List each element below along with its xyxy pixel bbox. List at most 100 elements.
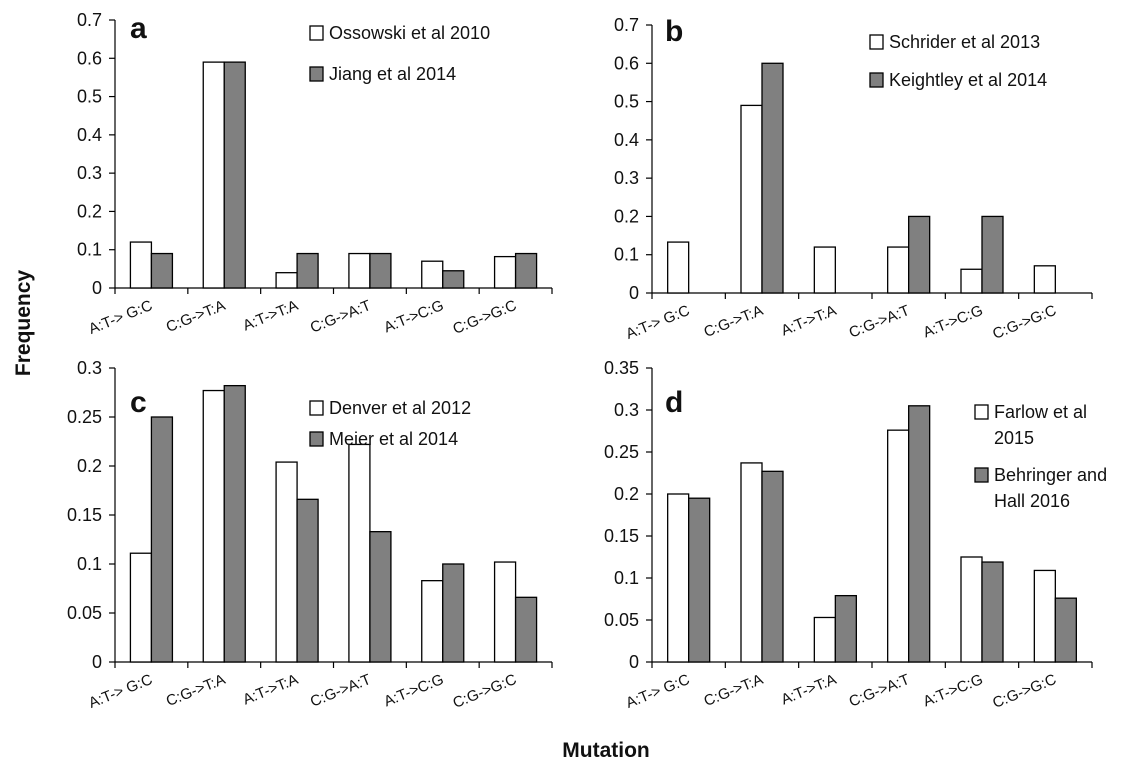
y-tick-label: 0.2	[77, 456, 102, 476]
legend-swatch	[309, 66, 324, 82]
panel-letter: c	[130, 386, 147, 419]
y-tick-label: 0.15	[67, 505, 102, 525]
legend-label: Keightley et al 2014	[889, 70, 1047, 90]
y-tick-label: 0.1	[77, 240, 102, 260]
y-tick-label: 0.5	[77, 87, 102, 107]
bar-d-series1-6	[1033, 569, 1056, 663]
x-tick-label: C:G->T:A	[164, 671, 228, 710]
bar-b-series1-5	[960, 268, 983, 294]
y-tick-label: 0	[629, 283, 639, 303]
bar-a-series1-6	[493, 255, 517, 289]
bar-b-series1-1	[667, 241, 690, 294]
bar-b-series1-2	[740, 104, 763, 294]
bar-c-series2-5	[442, 563, 465, 663]
bar-a-series2-2	[223, 61, 246, 289]
legend-label: Jiang et al 2014	[329, 64, 456, 84]
legend-label: Denver et al 2012	[329, 398, 471, 418]
legend-swatch	[869, 34, 884, 50]
y-tick-label: 0.6	[614, 53, 639, 73]
x-tick-label: A:T->T:A	[779, 671, 839, 708]
bar-b-series1-3	[813, 246, 836, 294]
bar-c-series1-4	[348, 443, 371, 663]
y-tick-label: 0.2	[77, 201, 102, 221]
bar-a-series1-3	[275, 272, 298, 289]
bar-d-series1-5	[960, 556, 983, 663]
y-tick-label: 0.05	[604, 610, 639, 630]
panel-letter: a	[130, 12, 147, 45]
x-tick-label: A:T-> G:C	[86, 671, 155, 712]
y-tick-label: 0.25	[604, 442, 639, 462]
y-axis-title: Frequency	[12, 270, 35, 377]
x-tick-label: A:T-> G:C	[86, 297, 155, 338]
bar-b-series2-4	[908, 215, 931, 294]
bar-d-series2-5	[981, 561, 1004, 663]
bar-b-series1-6	[1033, 265, 1056, 294]
y-tick-label: 0.15	[604, 526, 639, 546]
bar-a-series1-5	[421, 260, 444, 289]
y-tick-label: 0.25	[67, 407, 102, 427]
legend-label: Farlow et al 2015	[994, 402, 1087, 448]
bar-a-series1-4	[348, 252, 371, 289]
x-tick-label: C:G->G:C	[990, 302, 1059, 343]
panel-letter: b	[665, 15, 683, 48]
bar-c-series1-2	[202, 389, 225, 663]
y-tick-label: 0	[629, 652, 639, 672]
y-tick-label: 0.1	[77, 554, 102, 574]
x-tick-label: C:G->A:T	[847, 302, 912, 342]
bar-b-series1-4	[887, 246, 910, 294]
bar-a-series2-3	[296, 252, 319, 289]
chart-panel-a: a 0 0.1 0.2 0.3 0.4 0.5 0.6 0.7 A:T-> G:C C:G->T:A…	[77, 10, 553, 338]
bar-c-series1-5	[421, 580, 444, 663]
y-tick-label: 0.4	[77, 125, 102, 145]
bar-c-series1-1	[129, 552, 153, 663]
x-tick-label: C:G->T:A	[702, 302, 766, 341]
bar-d-series1-2	[740, 462, 763, 663]
bar-c-series2-1	[150, 416, 174, 663]
y-tick-label: 0.3	[614, 400, 639, 420]
x-tick-label: C:G->A:T	[308, 671, 373, 711]
legend-swatch	[974, 467, 989, 483]
legend-swatch	[309, 400, 324, 416]
y-tick-label: 0.3	[614, 168, 639, 188]
legend-label: Schrider et al 2013	[889, 32, 1040, 52]
y-tick-label: 0.05	[67, 603, 102, 623]
y-tick-label: 0.2	[614, 484, 639, 504]
y-tick-label: 0.1	[614, 245, 639, 265]
legend-swatch	[309, 25, 324, 41]
bar-a-series2-6	[514, 252, 538, 289]
x-tick-label: A:T-> G:C	[624, 671, 693, 712]
x-tick-label: A:T->T:A	[779, 302, 839, 339]
legend-label: Meier et al 2014	[329, 429, 458, 449]
x-tick-label: C:G->A:T	[308, 297, 373, 337]
bar-d-series1-1	[667, 493, 690, 663]
x-axis-title: Mutation	[562, 739, 649, 762]
x-tick-label: A:T->C:G	[921, 671, 986, 710]
y-tick-label: 0.1	[614, 568, 639, 588]
x-tick-label: A:T->C:G	[382, 671, 447, 710]
x-tick-label: A:T-> G:C	[624, 302, 693, 343]
chart-panel-c: c 0 0.05 0.1 0.15 0.2 0.25 0.3 A:T-> G:C C:G->T:A…	[67, 358, 553, 712]
bar-c-series2-6	[514, 596, 538, 663]
y-tick-label: 0.7	[77, 10, 102, 30]
bar-d-series2-4	[908, 405, 931, 663]
x-tick-label: A:T->T:A	[240, 671, 300, 708]
bar-d-series2-3	[834, 594, 857, 663]
bar-a-series2-5	[442, 270, 465, 289]
x-tick-label: C:G->G:C	[451, 671, 520, 712]
x-tick-label: A:T->C:G	[921, 302, 986, 341]
chart-panel-d: d00.050.10.150.20.250.30.35A:T-> G:C C:G-…	[604, 358, 1107, 712]
bar-c-series2-3	[296, 498, 319, 663]
bar-a-series1-2	[202, 61, 225, 289]
x-tick-label: C:G->G:C	[451, 297, 520, 338]
x-tick-label: C:G->T:A	[164, 297, 228, 336]
legend-swatch	[309, 431, 324, 447]
bar-d-series2-2	[761, 470, 784, 663]
y-tick-label: 0	[92, 278, 102, 298]
y-tick-label: 0.2	[614, 206, 639, 226]
y-tick-label: 0.3	[77, 163, 102, 183]
bar-d-series2-6	[1054, 597, 1077, 663]
x-tick-label: A:T->C:G	[382, 297, 447, 336]
bar-a-series1-1	[129, 241, 153, 289]
panel-letter: d	[665, 386, 683, 419]
